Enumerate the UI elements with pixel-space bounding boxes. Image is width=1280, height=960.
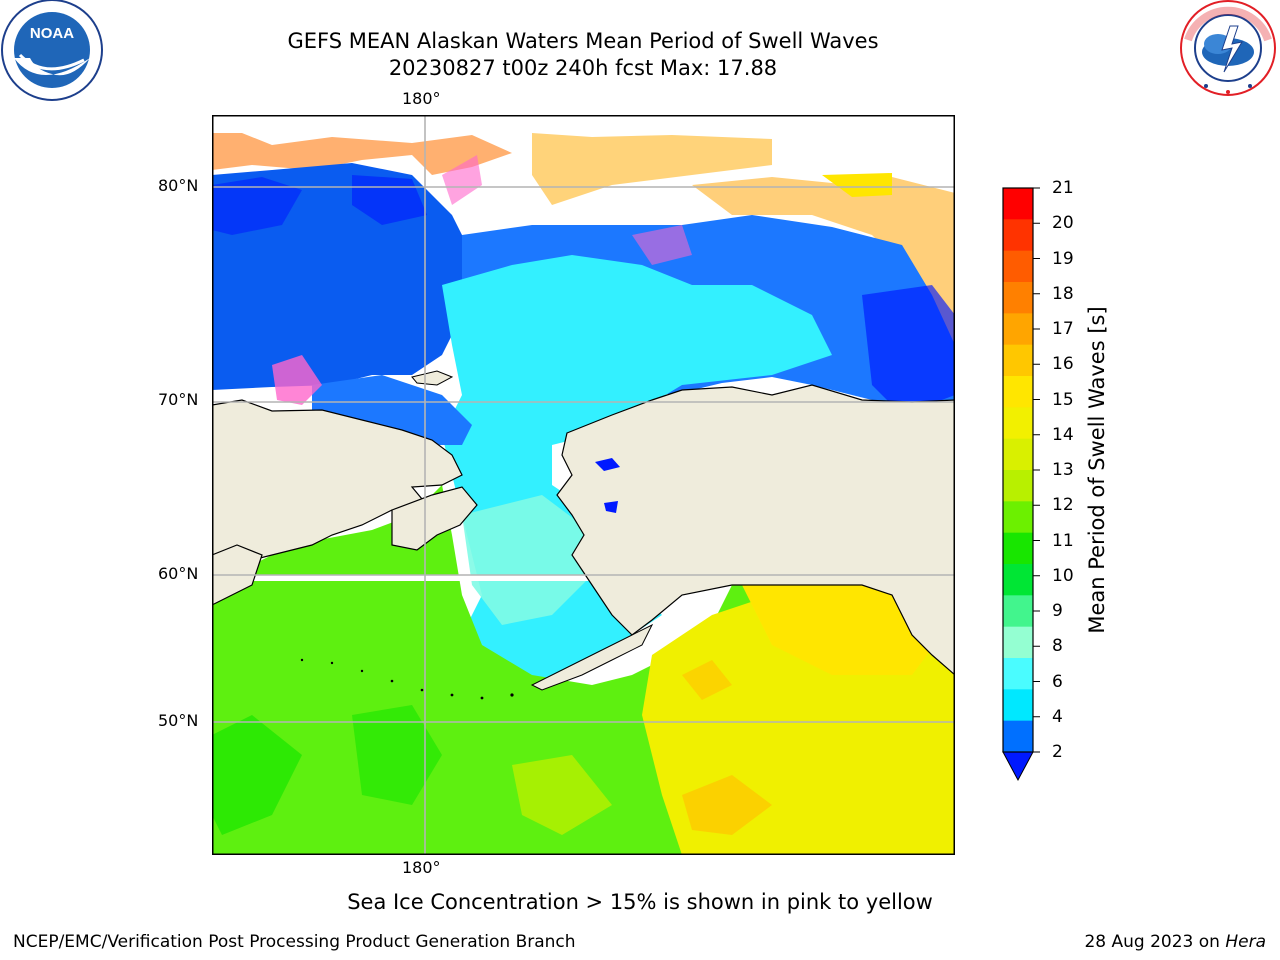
lon-label-top: 180° (402, 89, 441, 108)
ice-pink-patch-3 (632, 225, 692, 265)
norton-sound (604, 501, 618, 513)
colorbar-tick-label: 17 (1052, 319, 1074, 339)
colorbar-segment (1003, 282, 1033, 314)
map-gridlines (212, 115, 955, 855)
footer-date: 28 Aug 2023 on (1084, 932, 1226, 952)
lat-label-80: 80°N (158, 176, 199, 195)
colorbar-ticks (1033, 187, 1040, 753)
colorbar-tick-label: 18 (1052, 283, 1074, 304)
colorbar-segment (1003, 532, 1033, 565)
colorbar-tick-label: 9 (1052, 601, 1063, 621)
bering-light-patch (462, 495, 592, 625)
sea-ice-note: Sea Ice Concentration > 15% is shown in … (347, 890, 933, 914)
colorbar-segment (1003, 219, 1033, 252)
colorbar-segment (1003, 376, 1033, 408)
gulf-yellow-core (742, 580, 942, 675)
colorbar-tick-label: 2 (1052, 742, 1063, 762)
colorbar-tick-label: 19 (1052, 248, 1074, 269)
arctic-deep-patch-east (862, 285, 955, 415)
footer-right: 28 Aug 2023 on Hera (1084, 932, 1266, 952)
colorbar-tick-label: 20 (1052, 213, 1074, 234)
colorbar (1002, 187, 1040, 782)
colorbar-tick-label: 15 (1052, 389, 1074, 410)
aleutian-islands (300, 658, 514, 700)
colorbar-segment (1003, 470, 1033, 502)
colorbar-segment (1003, 564, 1033, 596)
colorbar-tick-label: 6 (1052, 671, 1063, 692)
colorbar-tick-label: 13 (1052, 460, 1074, 480)
colorbar-segment (1003, 313, 1033, 346)
colorbar-segment (1003, 501, 1033, 534)
sea-ice-yellow-patch (822, 173, 892, 197)
pacific-lime-patch (512, 755, 612, 835)
colorbar-segment (1003, 626, 1033, 659)
noaa-logo-text: NOAA (30, 25, 74, 42)
colorbar-segments (1003, 188, 1033, 753)
land-chukotka (391, 486, 478, 551)
sea-ice-band-east (692, 177, 955, 345)
chart-subtitle: 20230827 t00z 240h fcst Max: 17.88 (388, 56, 778, 80)
lat-label-60: 60°N (158, 564, 199, 583)
lon-label-bottom: 180° (402, 858, 441, 877)
map-frame (212, 115, 955, 855)
land-alaska-peninsula (530, 623, 654, 691)
colorbar-tick-label: 4 (1052, 706, 1063, 727)
colorbar-segment (1003, 250, 1033, 283)
kotzebue-sound (595, 458, 620, 471)
colorbar-segment (1003, 407, 1033, 440)
colorbar-tick-label: 21 (1052, 178, 1074, 198)
colorbar-tick-label: 14 (1052, 424, 1074, 445)
colorbar-segment (1003, 595, 1033, 628)
sea-ice-band-west (212, 133, 512, 175)
colorbar-segment (1003, 720, 1033, 753)
colorbar-tick-label: 10 (1052, 565, 1074, 586)
nws-logo (1178, 0, 1280, 100)
ice-pink-patch-1 (272, 355, 322, 405)
pacific-dark-green-patch-2 (352, 705, 442, 805)
pacific-orange-patch-2 (682, 660, 732, 700)
east-siberian-water (312, 375, 472, 445)
pacific-orange-patch-1 (682, 775, 772, 835)
colorbar-tick-label: 12 (1052, 495, 1074, 516)
land-wrangel-island (411, 370, 454, 386)
arctic-deep-patch-1 (212, 177, 302, 235)
colorbar-segment (1003, 689, 1033, 722)
lat-label-50: 50°N (158, 711, 199, 730)
colorbar-extend-arrow (1002, 751, 1034, 782)
colorbar-label: Mean Period of Swell Waves [s] (1085, 306, 1109, 634)
noaa-logo: NOAA (0, 0, 104, 104)
chart-title: GEFS MEAN Alaskan Waters Mean Period of … (287, 29, 879, 53)
colorbar-segment (1003, 188, 1033, 220)
colorbar-tick-label: 8 (1052, 636, 1063, 657)
land-siberia (212, 399, 463, 571)
data-gap-strip (242, 575, 622, 581)
colorbar-segment (1003, 438, 1033, 471)
pacific-dark-green-patch-1 (212, 715, 302, 835)
colorbar-tick-label: 11 (1052, 530, 1074, 551)
colorbar-tick-label: 16 (1052, 354, 1074, 375)
footer-host: Hera (1225, 932, 1266, 952)
footer-left: NCEP/EMC/Verification Post Processing Pr… (13, 932, 576, 952)
swell-period-map (212, 115, 955, 855)
land-alaska (556, 384, 955, 676)
colorbar-segment (1003, 658, 1033, 690)
colorbar-segment (1003, 344, 1033, 377)
ice-pink-patch-4 (442, 155, 482, 205)
lat-label-70: 70°N (158, 390, 199, 409)
